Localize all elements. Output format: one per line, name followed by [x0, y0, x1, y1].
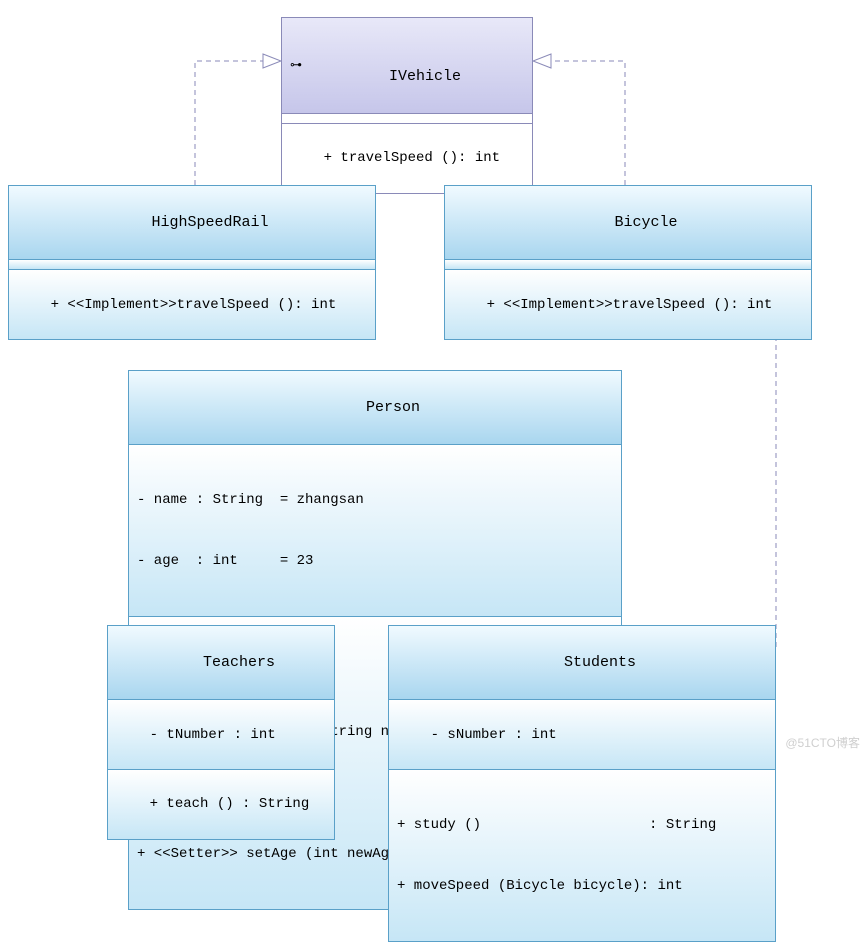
teachers-method: + teach () : String	[150, 796, 310, 812]
watermark-text: @51CTO博客	[785, 734, 860, 751]
hsr-attrs	[9, 260, 375, 270]
students-methods: + study () : String + moveSpeed (Bicycle…	[389, 770, 775, 940]
students-title: Students	[564, 654, 636, 671]
teachers-title: Teachers	[203, 654, 275, 671]
person-attrs: - name : String = zhangsan - age : int =…	[129, 445, 621, 616]
ivehicle-method: + travelSpeed (): int	[324, 150, 500, 166]
bicycle-attrs	[445, 260, 811, 270]
interface-lollipop-icon: ⊶	[290, 57, 302, 74]
students-attr: - sNumber : int	[431, 727, 557, 743]
students-method-0: + study () : String	[397, 815, 767, 835]
person-attr-1: - age : int = 23	[137, 551, 613, 571]
ivehicle-title: IVehicle	[389, 68, 461, 85]
ivehicle-attrs	[282, 114, 532, 124]
teachers-title-section: Teachers	[108, 626, 334, 700]
hsr-method: + <<Implement>>travelSpeed (): int	[51, 297, 337, 313]
bicycle-method: + <<Implement>>travelSpeed (): int	[487, 297, 773, 313]
bicycle-title-section: Bicycle	[445, 186, 811, 260]
ivehicle-methods: + travelSpeed (): int	[282, 124, 532, 193]
interface-ivehicle: ⊶ IVehicle + travelSpeed (): int	[281, 17, 533, 194]
class-teachers: Teachers - tNumber : int + teach () : St…	[107, 625, 335, 840]
students-attrs: - sNumber : int	[389, 700, 775, 770]
person-title-section: Person	[129, 371, 621, 445]
students-title-section: Students	[389, 626, 775, 700]
teachers-methods: + teach () : String	[108, 770, 334, 839]
edge-hsr-ivehicle	[195, 61, 281, 185]
hsr-title: HighSpeedRail	[151, 214, 268, 231]
person-attr-0: - name : String = zhangsan	[137, 490, 613, 510]
class-students: Students - sNumber : int + study () : St…	[388, 625, 776, 942]
edge-bicycle-ivehicle	[533, 61, 625, 185]
students-method-1: + moveSpeed (Bicycle bicycle): int	[397, 876, 767, 896]
class-bicycle: Bicycle + <<Implement>>travelSpeed (): i…	[444, 185, 812, 340]
hsr-title-section: HighSpeedRail	[9, 186, 375, 260]
hsr-methods: + <<Implement>>travelSpeed (): int	[9, 270, 375, 339]
ivehicle-title-section: ⊶ IVehicle	[282, 18, 532, 114]
class-highspeedrail: HighSpeedRail + <<Implement>>travelSpeed…	[8, 185, 376, 340]
teachers-attrs: - tNumber : int	[108, 700, 334, 770]
person-title: Person	[366, 399, 420, 416]
teachers-attr: - tNumber : int	[150, 727, 276, 743]
bicycle-methods: + <<Implement>>travelSpeed (): int	[445, 270, 811, 339]
bicycle-title: Bicycle	[615, 214, 678, 231]
